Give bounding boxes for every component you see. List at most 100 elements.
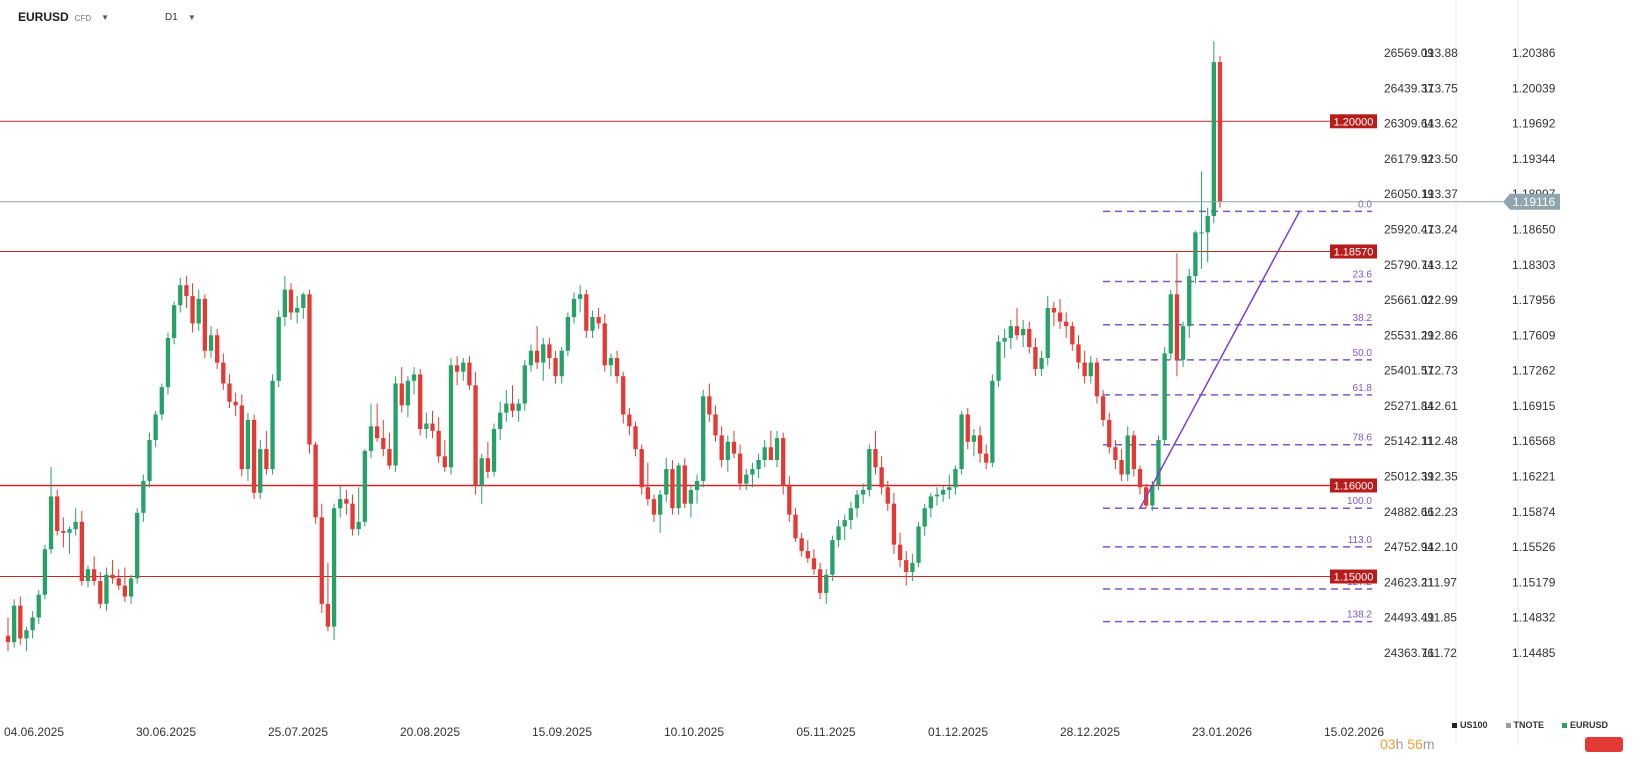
candle-body <box>947 487 952 491</box>
legend-item-us100[interactable]: US100 <box>1452 720 1488 730</box>
candle-body <box>30 617 35 631</box>
y-tick-label: 26309.64 <box>1384 117 1434 131</box>
candle-body <box>547 344 552 359</box>
candle-body <box>233 401 238 406</box>
candle-body <box>418 374 423 430</box>
candle-body <box>750 469 755 475</box>
candle-body <box>1014 326 1020 336</box>
candle-body <box>1119 459 1124 475</box>
candle-body <box>916 526 921 563</box>
y-tick-label: 113.24 <box>1422 222 1458 236</box>
candle-body <box>208 335 214 351</box>
level-label: 1.16000 <box>1334 480 1374 492</box>
candle-body <box>159 387 164 415</box>
candle-body <box>165 337 171 388</box>
fib-level-label: 100.0 <box>1347 496 1372 507</box>
legend-swatch <box>1452 722 1457 728</box>
candle-body <box>1039 358 1044 369</box>
candle-body <box>756 459 761 470</box>
candle-body <box>731 441 737 454</box>
candle-body <box>1100 396 1106 420</box>
candle-body <box>239 405 244 470</box>
y-tick-label: 25790.74 <box>1384 258 1434 272</box>
candle-body <box>701 396 706 481</box>
countdown-hours: 03 <box>1380 736 1396 752</box>
candle-body <box>516 403 521 411</box>
candle-body <box>467 362 472 386</box>
candle-body <box>799 538 804 552</box>
x-tick-label: 15.09.2025 <box>532 725 592 739</box>
candle-body <box>522 365 527 404</box>
legend-item-eurusd[interactable]: EURUSD <box>1562 720 1608 730</box>
y-tick-label: 1.18303 <box>1512 258 1556 272</box>
candle-body <box>1187 276 1192 327</box>
legend-swatch <box>1562 722 1568 728</box>
candle-body <box>215 335 220 363</box>
candle-body <box>270 380 275 470</box>
legend-label: EURUSD <box>1570 720 1609 730</box>
candle-body <box>910 562 915 572</box>
candle-body <box>897 544 903 561</box>
candle-body <box>307 294 312 445</box>
candle-body <box>762 447 767 460</box>
candle-body <box>817 569 823 593</box>
candle-body <box>104 574 109 604</box>
candle-body <box>61 530 66 533</box>
legend-item-tnote[interactable]: TNOTE <box>1505 720 1544 730</box>
candle-body <box>295 307 300 313</box>
y-tick-label: 113.88 <box>1422 46 1458 60</box>
y-tick-label: 25401.57 <box>1384 364 1434 378</box>
candle-body <box>393 383 398 466</box>
level-label-box <box>1330 114 1377 129</box>
y-tick-label: 26179.92 <box>1384 152 1434 166</box>
candle-body <box>116 578 121 586</box>
fib-level-label: 113.0 <box>1348 535 1373 546</box>
y-tick-label: 1.17262 <box>1512 364 1556 378</box>
y-tick-label: 1.17609 <box>1512 328 1556 342</box>
candle-body <box>1168 294 1173 354</box>
candle-body <box>356 521 361 530</box>
candle-body <box>1076 344 1081 363</box>
candle-body <box>848 508 854 521</box>
candle-body <box>830 540 835 575</box>
candle-body <box>528 350 534 366</box>
symbol-name[interactable]: EURUSD <box>18 10 69 24</box>
candle-body <box>824 574 829 593</box>
candle-body <box>922 508 927 527</box>
interval-selector[interactable]: D1 <box>165 11 178 23</box>
candle-body <box>264 449 269 470</box>
candle-body <box>793 514 798 539</box>
symbol-dropdown-icon[interactable]: ▼ <box>101 12 110 22</box>
candle-body <box>1174 294 1180 360</box>
y-tick-label: 1.19692 <box>1512 117 1556 131</box>
y-tick-label: 25012.39 <box>1384 470 1434 484</box>
candle-body <box>559 350 564 377</box>
y-tick-label: 111.97 <box>1422 575 1457 589</box>
candle-body <box>381 438 386 450</box>
trade-button[interactable] <box>1585 737 1623 752</box>
candle-body <box>399 383 404 406</box>
candle-body <box>350 503 355 530</box>
candle-body <box>411 374 417 381</box>
candle-body <box>688 490 694 504</box>
candle-body <box>442 456 447 468</box>
candle-body <box>787 485 792 515</box>
candle-body <box>36 594 41 618</box>
candle-body <box>153 414 158 440</box>
interval-dropdown-icon[interactable]: ▼ <box>187 12 196 22</box>
candle-body <box>454 365 460 372</box>
trendline <box>1139 211 1301 509</box>
candle-body <box>854 494 860 509</box>
candle-body <box>1193 232 1198 277</box>
trendline-segment <box>1139 211 1301 509</box>
level-price-labels: 1.20000 1.18570 1.16000 1.15000 <box>1330 114 1377 584</box>
candle-body <box>1137 469 1143 488</box>
comparison-legend: US100 TNOTE EURUSD <box>1452 720 1608 730</box>
y-tick-label: 113.50 <box>1422 152 1458 166</box>
candle-body <box>276 317 281 381</box>
candle-body <box>639 449 644 488</box>
candle-body <box>578 294 583 299</box>
candle-body <box>608 358 614 366</box>
candle-body <box>1211 62 1217 216</box>
